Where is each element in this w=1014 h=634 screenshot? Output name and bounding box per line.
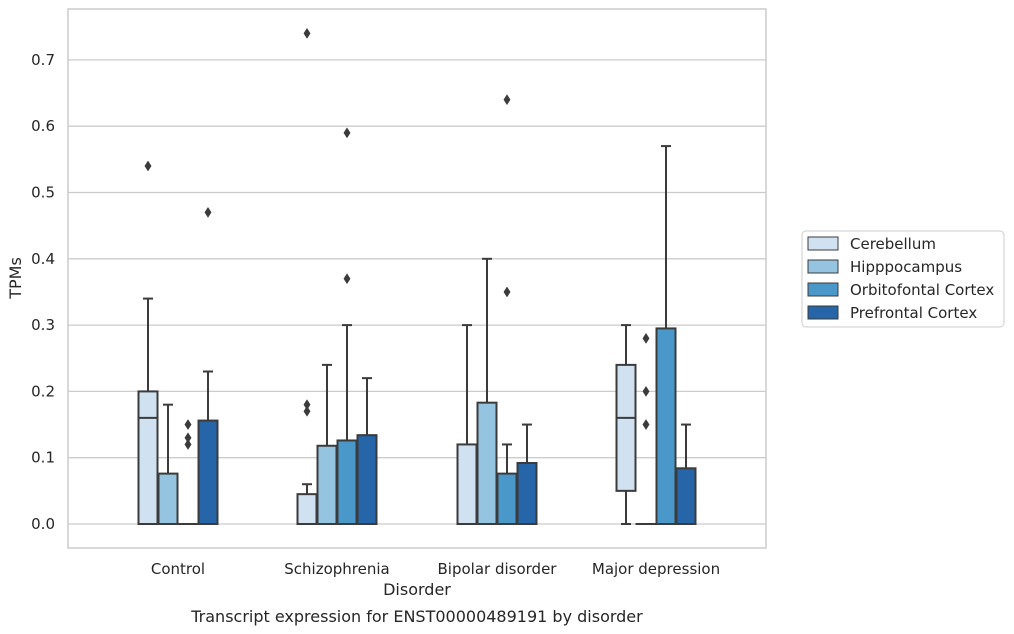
outlier-point xyxy=(184,432,192,444)
outlier-point xyxy=(642,419,650,431)
box-body xyxy=(675,467,697,526)
box-hipppocampus xyxy=(316,363,338,525)
box-hipppocampus xyxy=(157,403,179,525)
box-body xyxy=(296,493,318,526)
box-body xyxy=(496,472,518,525)
legend-swatch xyxy=(807,305,839,320)
legend-label: Prefrontal Cortex xyxy=(850,304,977,322)
box-cerebellum xyxy=(296,27,318,526)
outlier-point xyxy=(642,332,650,344)
outlier-point xyxy=(204,206,212,218)
box-body xyxy=(356,434,378,525)
box-cerebellum xyxy=(456,324,478,525)
x-tick-label: Schizophrenia xyxy=(284,560,389,578)
legend: Cerebellum Hipppocampus Orbitofontal Corte… xyxy=(801,230,1005,328)
y-tick-label: 0.3 xyxy=(31,316,55,334)
outlier-point xyxy=(303,27,311,39)
outlier-point xyxy=(184,438,192,450)
box-series-group xyxy=(137,27,697,526)
box-orbitofontal-cortex xyxy=(336,127,358,526)
y-tick-label: 0.2 xyxy=(31,382,55,400)
box-orbitofontal-cortex xyxy=(177,419,199,526)
x-tick-label: Control xyxy=(151,560,205,578)
outlier-point xyxy=(503,286,511,298)
box-body xyxy=(157,472,179,525)
box-hipppocampus xyxy=(476,257,498,525)
outlier-point xyxy=(343,273,351,285)
box-prefrontal-cortex xyxy=(197,206,219,525)
legend-frame xyxy=(801,230,1005,328)
x-axis-title: Disorder xyxy=(383,580,451,599)
box-body xyxy=(456,443,478,525)
outlier-point xyxy=(503,94,511,106)
x-tick-label: Bipolar disorder xyxy=(438,560,558,578)
box-body xyxy=(615,363,637,492)
box-body xyxy=(197,419,219,525)
outlier-point xyxy=(144,160,152,172)
box-orbitofontal-cortex xyxy=(655,145,677,526)
box-prefrontal-cortex xyxy=(675,423,697,526)
box-orbitofontal-cortex xyxy=(496,94,518,525)
legend-label: Cerebellum xyxy=(850,235,936,253)
box-body xyxy=(316,444,338,525)
legend-label: Hipppocampus xyxy=(850,258,962,276)
box-body xyxy=(336,439,358,526)
y-tick-label: 0.0 xyxy=(31,515,55,533)
box-prefrontal-cortex xyxy=(516,423,538,525)
y-tick-label: 0.7 xyxy=(31,51,55,69)
box-cerebellum xyxy=(137,160,159,525)
y-tick-label: 0.1 xyxy=(31,449,55,467)
y-tick-label: 0.5 xyxy=(31,184,55,202)
plot-frame xyxy=(67,8,767,549)
outlier-point xyxy=(184,419,192,431)
box-body xyxy=(476,401,498,525)
box-cerebellum xyxy=(615,324,637,525)
box-body xyxy=(655,327,677,526)
figure-caption: Transcript expression for ENST0000048919… xyxy=(190,607,643,626)
y-tick-labels: 0.0 0.1 0.2 0.3 0.4 0.5 0.6 0.7 xyxy=(31,51,55,533)
legend-swatch xyxy=(807,259,839,274)
y-tick-label: 0.4 xyxy=(31,250,55,268)
box-body xyxy=(137,390,159,525)
outlier-point xyxy=(343,127,351,139)
outlier-point xyxy=(303,399,311,411)
outlier-point xyxy=(303,405,311,417)
legend-swatch xyxy=(807,236,839,251)
box-body xyxy=(516,462,538,525)
x-tick-labels: Control Schizophrenia Bipolar disorder Majo… xyxy=(151,560,720,578)
box-hipppocampus xyxy=(635,332,657,526)
y-tick-label: 0.6 xyxy=(31,117,55,135)
legend-swatch xyxy=(807,282,839,297)
legend-label: Orbitofontal Cortex xyxy=(850,281,994,299)
x-tick-label: Major depression xyxy=(592,560,720,578)
y-axis-title: TPMs xyxy=(6,257,25,300)
outlier-point xyxy=(642,385,650,397)
box-prefrontal-cortex xyxy=(356,377,378,525)
